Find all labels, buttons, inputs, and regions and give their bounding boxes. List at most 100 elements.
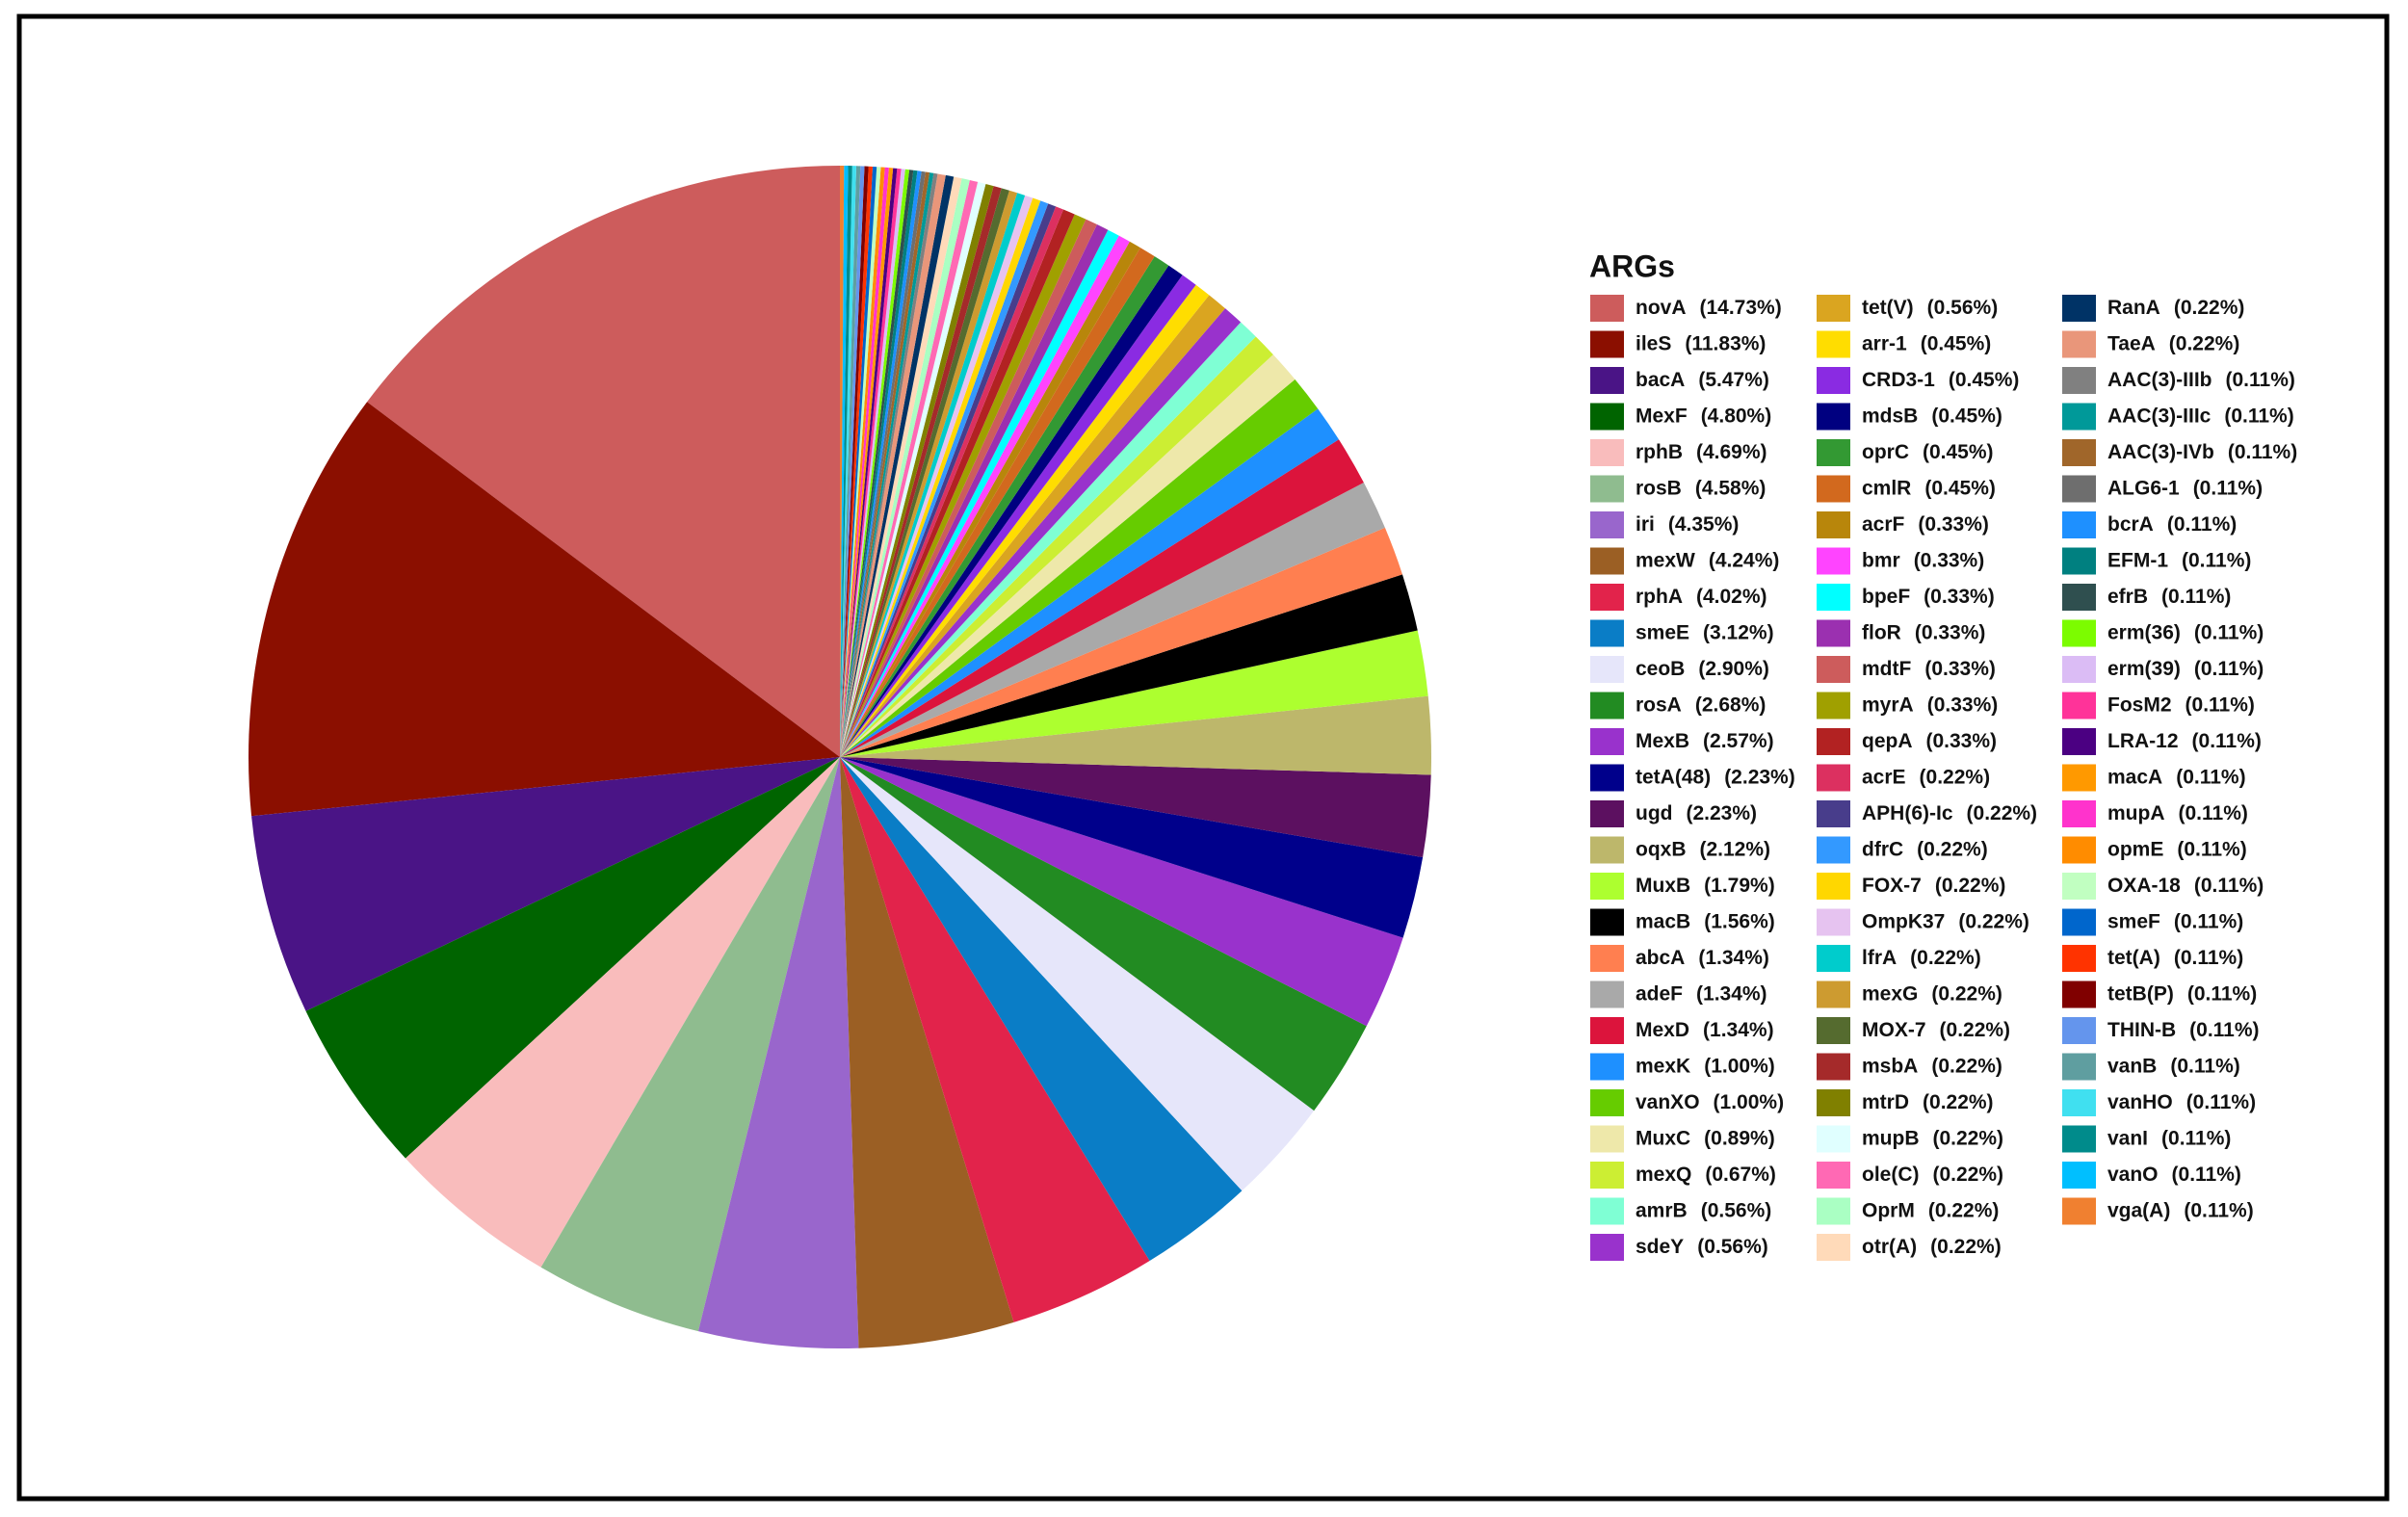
legend-label: cmlR — [1862, 477, 1911, 499]
legend-entry: amrB (0.56%) — [1636, 1199, 1771, 1221]
legend-swatch — [1817, 873, 1850, 900]
legend-value: (0.11%) — [2192, 730, 2262, 752]
legend-label: MexB — [1636, 730, 1689, 752]
pie-slice — [840, 166, 873, 757]
legend-swatch — [1590, 1017, 1624, 1044]
legend-entry: FOX-7 (0.22%) — [1862, 875, 2005, 897]
legend-value: (1.34%) — [1703, 1019, 1774, 1041]
legend-value: (0.33%) — [1914, 549, 1985, 571]
legend-entry: smeE (3.12%) — [1636, 621, 1774, 643]
legend-value: (4.02%) — [1696, 586, 1767, 608]
legend-label: ALG6-1 — [2107, 477, 2180, 499]
legend-value: (0.56%) — [1927, 297, 1999, 319]
legend-entry: mexG (0.22%) — [1862, 982, 2002, 1005]
pie-slice — [840, 354, 1296, 757]
legend-value: (0.22%) — [1917, 838, 1988, 860]
legend-label: mexK — [1636, 1055, 1690, 1077]
legend-label: vanB — [2107, 1055, 2157, 1077]
legend-value: (0.11%) — [2194, 875, 2264, 897]
legend-value: (0.11%) — [2187, 982, 2257, 1005]
legend-entry: ALG6-1 (0.11%) — [2107, 477, 2263, 499]
pie-slice — [840, 408, 1339, 757]
legend-value: (0.11%) — [2179, 802, 2248, 824]
legend-swatch — [2062, 511, 2096, 538]
legend-label: AAC(3)-IIIc — [2107, 405, 2212, 427]
legend-entry: OprM (0.22%) — [1862, 1199, 1999, 1221]
legend-label: bmr — [1862, 549, 1900, 571]
pie-slice — [840, 219, 1097, 757]
legend-label: MuxB — [1636, 875, 1690, 897]
legend-value: (0.33%) — [1924, 586, 1995, 608]
pie-slice — [840, 166, 852, 758]
pie-slice — [840, 168, 894, 757]
legend-entry: bcrA (0.11%) — [2107, 513, 2237, 536]
pie-slice — [840, 757, 1315, 1191]
legend-swatch — [2062, 692, 2096, 719]
legend-swatch — [1817, 1197, 1850, 1225]
pie-slice — [840, 256, 1169, 757]
pie-slice — [840, 170, 922, 758]
legend-entry: smeF (0.11%) — [2107, 910, 2243, 932]
legend-value: (4.80%) — [1701, 405, 1772, 427]
legend-value: (0.45%) — [1921, 332, 1992, 354]
legend-entry: lfrA (0.22%) — [1862, 947, 1981, 969]
legend-label: mupB — [1862, 1127, 1920, 1149]
legend-value: (0.11%) — [2194, 658, 2264, 680]
pie-slice — [840, 757, 1424, 938]
pie-slice — [840, 186, 1002, 757]
legend-value: (2.23%) — [1724, 766, 1795, 788]
legend-value: (0.11%) — [2177, 838, 2246, 860]
legend-label: vanO — [2107, 1164, 2159, 1186]
legend-label: rphA — [1636, 586, 1683, 608]
legend-value: (0.22%) — [2174, 297, 2245, 319]
legend-entry: AAC(3)-IIIb (0.11%) — [2107, 369, 2295, 391]
legend-value: (0.11%) — [2193, 477, 2263, 499]
legend-entry: bpeF (0.33%) — [1862, 586, 1995, 608]
legend-swatch — [1590, 439, 1624, 466]
pie-slice — [840, 166, 856, 758]
legend-value: (0.11%) — [2174, 910, 2243, 932]
legend-entry: AAC(3)-IVb (0.11%) — [2107, 441, 2297, 463]
legend-entry: mexK (1.00%) — [1636, 1055, 1775, 1077]
legend-entry: mdtF (0.33%) — [1862, 658, 1996, 680]
legend-value: (4.69%) — [1696, 441, 1767, 463]
legend-label: efrB — [2107, 586, 2148, 608]
legend-swatch — [2062, 945, 2096, 972]
legend-value: (1.00%) — [1714, 1091, 1785, 1113]
legend-label: rosB — [1636, 477, 1682, 499]
legend-entry: mdsB (0.45%) — [1862, 405, 2002, 427]
legend-label: acrF — [1862, 513, 1905, 536]
legend-label: msbA — [1862, 1055, 1918, 1077]
legend-value: (0.22%) — [1933, 1164, 2004, 1186]
legend-swatch — [1590, 981, 1624, 1008]
legend-label: RanA — [2107, 297, 2160, 319]
legend-swatch — [1590, 584, 1624, 611]
legend-value: (2.68%) — [1695, 693, 1767, 716]
legend-entry: APH(6)-Ic (0.22%) — [1862, 802, 2037, 824]
legend-value: (1.34%) — [1696, 982, 1767, 1005]
legend-label: mexG — [1862, 982, 1918, 1005]
legend-label: CRD3-1 — [1862, 369, 1935, 391]
pie-slice — [840, 483, 1385, 757]
legend-entry: AAC(3)-IIIc (0.11%) — [2107, 405, 2294, 427]
legend-label: OmpK37 — [1862, 910, 1945, 932]
pie-slice — [840, 169, 905, 757]
pie-slice — [840, 439, 1364, 757]
legend-value: (2.12%) — [1700, 838, 1771, 860]
legend-swatch — [1590, 547, 1624, 575]
legend-swatch — [1590, 692, 1624, 719]
legend-label: TaeA — [2107, 332, 2156, 354]
legend-swatch — [2062, 330, 2096, 358]
pie-slice — [840, 190, 1018, 757]
legend-label: MexD — [1636, 1019, 1689, 1041]
legend-label: vga(A) — [2107, 1199, 2170, 1221]
legend-value: (0.11%) — [2186, 693, 2255, 716]
legend-entry: mtrD (0.22%) — [1862, 1091, 1994, 1113]
legend-value: (0.11%) — [2228, 441, 2297, 463]
legend-entry: rosA (2.68%) — [1636, 693, 1766, 716]
legend-value: (0.11%) — [2182, 549, 2251, 571]
legend-swatch — [1590, 1197, 1624, 1225]
pie-slice — [840, 757, 1367, 1112]
legend-swatch — [2062, 1125, 2096, 1153]
legend-value: (0.11%) — [2226, 369, 2295, 391]
